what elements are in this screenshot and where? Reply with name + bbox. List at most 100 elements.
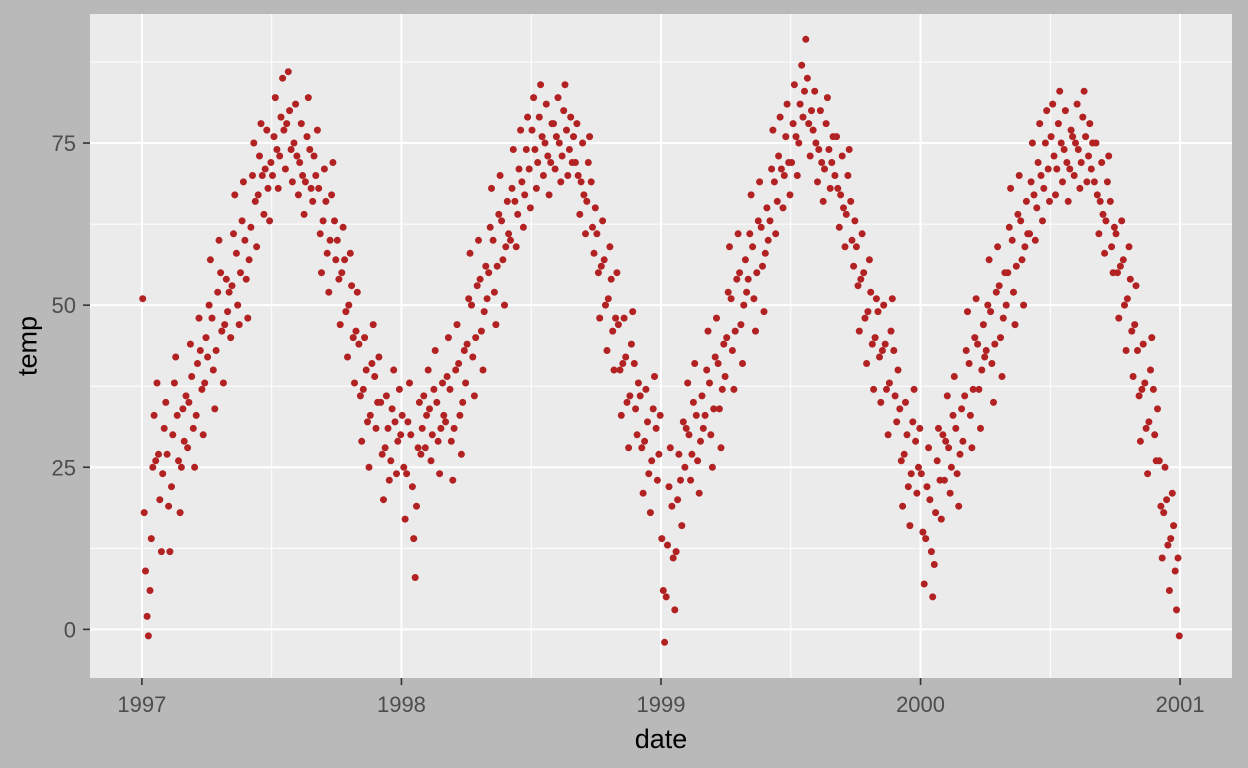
data-point xyxy=(653,476,661,484)
data-point xyxy=(480,308,488,316)
data-point xyxy=(139,295,147,303)
data-point xyxy=(237,269,244,277)
data-point xyxy=(328,191,336,199)
data-point xyxy=(775,152,783,160)
data-point xyxy=(270,133,278,141)
data-point xyxy=(189,424,197,432)
y-axis-title: temp xyxy=(12,315,43,377)
data-point xyxy=(542,100,550,108)
data-point xyxy=(284,68,292,76)
major-gridlines xyxy=(90,14,1232,678)
data-point xyxy=(589,223,596,231)
data-point xyxy=(434,437,442,445)
data-point xyxy=(219,379,227,387)
data-point xyxy=(741,256,749,264)
data-point xyxy=(198,385,206,393)
data-point xyxy=(597,262,605,270)
data-point xyxy=(485,269,493,277)
data-point xyxy=(388,405,396,413)
data-point xyxy=(840,204,847,212)
data-point xyxy=(919,528,927,536)
data-point xyxy=(241,236,249,244)
data-point xyxy=(230,230,237,238)
data-point xyxy=(576,210,584,218)
data-point xyxy=(157,548,165,556)
data-point xyxy=(165,502,173,510)
data-point xyxy=(655,450,663,458)
data-point xyxy=(1026,230,1034,238)
data-point xyxy=(646,509,654,517)
data-point xyxy=(779,204,787,212)
data-point xyxy=(234,301,242,309)
data-point xyxy=(707,431,715,439)
data-point xyxy=(310,152,318,160)
data-point xyxy=(149,463,157,471)
data-point xyxy=(309,197,317,205)
data-point xyxy=(173,411,181,419)
data-point xyxy=(1138,385,1146,393)
data-point xyxy=(1074,146,1082,153)
data-point xyxy=(848,236,856,244)
data-point xyxy=(733,275,741,283)
data-point xyxy=(410,535,418,543)
data-point xyxy=(1128,327,1136,335)
data-point xyxy=(642,385,650,393)
data-point xyxy=(916,424,924,432)
data-point xyxy=(971,334,979,342)
data-point xyxy=(326,236,334,244)
data-point xyxy=(952,424,960,432)
data-point xyxy=(184,444,192,452)
data-point xyxy=(528,126,536,134)
data-point xyxy=(225,288,233,296)
data-point xyxy=(156,496,164,504)
data-point xyxy=(371,373,379,380)
data-point xyxy=(356,392,364,400)
data-point xyxy=(619,360,627,367)
data-point xyxy=(923,483,931,491)
data-point xyxy=(1168,489,1176,497)
data-point xyxy=(612,314,620,322)
data-point xyxy=(915,463,922,471)
data-point xyxy=(1034,159,1042,166)
data-point xyxy=(802,35,810,43)
data-point xyxy=(245,256,253,264)
data-point xyxy=(217,269,225,277)
data-point xyxy=(860,269,868,277)
data-point xyxy=(160,424,168,432)
data-point xyxy=(828,159,836,166)
data-point xyxy=(1149,385,1157,393)
data-point xyxy=(420,392,428,400)
data-point xyxy=(433,398,441,406)
data-point xyxy=(342,308,350,316)
data-point xyxy=(274,184,282,192)
data-point xyxy=(1145,418,1153,426)
data-point xyxy=(143,612,151,620)
data-point xyxy=(629,308,637,316)
data-point xyxy=(850,262,858,270)
data-point xyxy=(1073,100,1081,108)
data-point xyxy=(1080,87,1088,95)
data-point xyxy=(257,120,265,128)
data-point xyxy=(1121,301,1128,309)
data-point xyxy=(927,548,935,556)
data-point xyxy=(726,243,733,251)
data-point xyxy=(331,217,338,225)
data-point xyxy=(455,360,463,367)
data-point xyxy=(664,541,671,549)
data-point xyxy=(423,411,431,419)
data-point xyxy=(215,236,223,244)
data-point xyxy=(833,133,840,141)
data-point xyxy=(1004,269,1012,277)
data-point xyxy=(651,373,658,380)
data-point xyxy=(661,638,669,646)
data-point xyxy=(626,392,634,400)
data-point xyxy=(1041,139,1049,147)
y-tick-label: 0 xyxy=(64,617,76,642)
data-point xyxy=(583,197,591,205)
data-point xyxy=(740,301,748,309)
data-point xyxy=(395,385,403,393)
data-point xyxy=(552,133,560,141)
data-point xyxy=(199,431,207,439)
data-point xyxy=(573,120,581,128)
data-point xyxy=(1066,165,1074,173)
